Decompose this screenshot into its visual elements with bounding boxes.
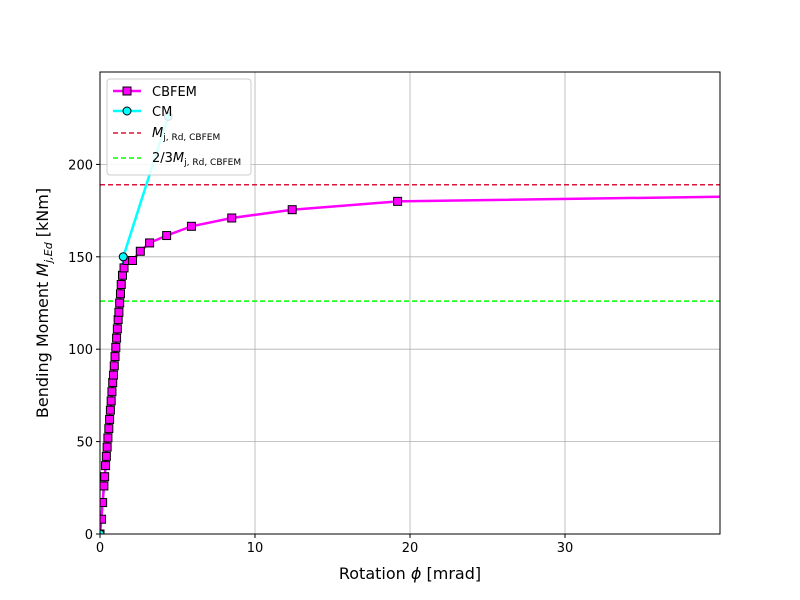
data-point-cbfem bbox=[117, 270, 127, 280]
y-tick-label: 50 bbox=[76, 436, 93, 451]
series-group bbox=[100, 111, 720, 534]
data-point-cbfem bbox=[108, 370, 118, 380]
legend-marker-cbfem bbox=[122, 86, 132, 96]
data-point-cbfem bbox=[287, 205, 297, 215]
data-point-cbfem bbox=[116, 280, 126, 290]
data-point-cbfem bbox=[112, 324, 122, 334]
data-point-cbfem bbox=[106, 396, 116, 406]
data-point-cbfem bbox=[100, 498, 108, 508]
data-point-cbfem bbox=[100, 481, 109, 491]
legend-label-cbfem: CBFEM bbox=[152, 85, 197, 100]
data-point-cbfem bbox=[107, 387, 117, 397]
y-axis-label: Bending Moment Mj,Ed [kNm] bbox=[33, 188, 55, 418]
data-point-cm bbox=[118, 252, 128, 262]
reference-lines bbox=[100, 183, 720, 302]
data-point-cbfem bbox=[135, 246, 145, 256]
data-point-cbfem bbox=[112, 333, 122, 343]
data-point-cbfem bbox=[115, 289, 125, 299]
y-tick-label: 0 bbox=[85, 528, 93, 543]
data-point-cbfem bbox=[145, 238, 155, 248]
data-point-cbfem bbox=[105, 405, 115, 415]
x-tick-label: 20 bbox=[402, 541, 419, 556]
data-point-cbfem bbox=[109, 361, 119, 371]
data-point-cbfem bbox=[227, 213, 237, 223]
legend-label-two-thirds-mjrd: 2/3Mj, Rd, CBFEM bbox=[152, 151, 241, 168]
data-point-cbfem bbox=[101, 451, 111, 461]
data-point-cbfem bbox=[114, 307, 124, 317]
y-tick-label: 200 bbox=[68, 158, 93, 173]
x-axis: 0 10 20 30 bbox=[96, 534, 573, 556]
x-tick-label: 10 bbox=[247, 541, 264, 556]
legend-box bbox=[106, 78, 252, 176]
data-point-cbfem bbox=[393, 196, 403, 206]
data-point-cbfem bbox=[115, 298, 125, 308]
x-tick-label: 30 bbox=[557, 541, 574, 556]
data-point-cbfem bbox=[105, 414, 115, 424]
legend-marker-cm bbox=[122, 106, 132, 116]
data-point-cm bbox=[100, 529, 105, 534]
legend-label-mjrd: Mj, Rd, CBFEM bbox=[152, 126, 220, 143]
legend-label-cm: CM bbox=[152, 105, 172, 120]
legend: CBFEM CM Mj, Rd, CBFEM 2/3Mj, Rd, CBFEM bbox=[106, 78, 252, 176]
data-point-cbfem bbox=[186, 221, 196, 231]
data-point-cbfem bbox=[162, 231, 172, 241]
data-point-cbfem bbox=[108, 377, 118, 387]
data-point-cbfem bbox=[128, 255, 138, 265]
data-point-cbfem bbox=[119, 263, 129, 273]
y-tick-label: 100 bbox=[68, 343, 93, 358]
data-point-cbfem bbox=[103, 433, 113, 443]
data-point-cbfem bbox=[104, 424, 114, 434]
data-point-cbfem bbox=[113, 315, 123, 325]
data-point-cbfem bbox=[110, 352, 120, 362]
y-axis: 0 50 100 150 200 bbox=[68, 158, 100, 543]
x-tick-label: 0 bbox=[96, 541, 104, 556]
x-axis-label: Rotation ϕ [mrad] bbox=[339, 564, 481, 583]
data-point-cbfem bbox=[111, 342, 121, 352]
data-point-cbfem bbox=[101, 461, 111, 471]
y-tick-label: 150 bbox=[68, 251, 93, 266]
data-point-cbfem bbox=[102, 442, 112, 452]
data-point-cbfem bbox=[100, 472, 110, 482]
data-point-cbfem bbox=[100, 514, 107, 524]
